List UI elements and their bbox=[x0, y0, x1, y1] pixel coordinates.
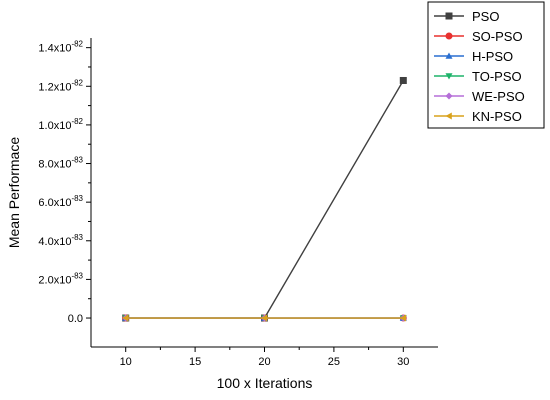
data-point-marker bbox=[445, 32, 453, 40]
legend-label: WE-PSO bbox=[472, 89, 525, 104]
y-axis-ticks: 0.0 2.0x10-83 4.0x10-83 6.0x10-83 8.0x10-83 1… bbox=[38, 40, 91, 325]
legend-label: TO-PSO bbox=[472, 69, 522, 84]
y-tick-label: 8.0x10-83 bbox=[38, 156, 83, 171]
x-tick-label: 20 bbox=[258, 356, 270, 368]
legend-item: SO-PSO bbox=[434, 29, 523, 44]
y-tick-label: 2.0x10-83 bbox=[38, 271, 83, 286]
legend-item: H-PSO bbox=[434, 49, 513, 64]
x-tick-label: 25 bbox=[328, 356, 340, 368]
legend-item: WE-PSO bbox=[434, 89, 525, 104]
legend-item: KN-PSO bbox=[434, 109, 522, 124]
x-tick-label: 15 bbox=[189, 356, 201, 368]
x-axis-title: 100 x Iterations bbox=[217, 375, 313, 391]
series-pso bbox=[122, 76, 407, 322]
y-tick-label: 0.0 bbox=[68, 313, 83, 325]
series-layer bbox=[122, 76, 407, 322]
legend: PSO SO-PSO H-PSO TO-PSO WE-PSO KN-PSO bbox=[427, 1, 545, 129]
y-tick-label: 4.0x10-83 bbox=[38, 233, 83, 248]
series-line bbox=[125, 80, 404, 319]
legend-box bbox=[427, 1, 545, 129]
x-tick-label: 10 bbox=[120, 356, 132, 368]
y-tick-label: 1.2x10-82 bbox=[38, 78, 83, 93]
data-point-marker bbox=[122, 314, 129, 322]
legend-label: KN-PSO bbox=[472, 109, 522, 124]
data-point-marker bbox=[445, 73, 453, 80]
y-tick-label: 6.0x10-83 bbox=[38, 194, 83, 209]
legend-item: PSO bbox=[434, 9, 499, 24]
data-point-marker bbox=[445, 112, 452, 120]
legend-label: H-PSO bbox=[472, 49, 513, 64]
data-point-marker bbox=[399, 314, 407, 322]
x-tick-label: 30 bbox=[397, 356, 409, 368]
legend-label: SO-PSO bbox=[472, 29, 523, 44]
data-point-marker bbox=[399, 76, 407, 84]
x-axis-ticks: 10 15 20 25 30 bbox=[120, 347, 409, 368]
series-kn-pso bbox=[122, 314, 407, 322]
data-point-marker bbox=[445, 52, 453, 59]
y-axis-title: Mean Performace bbox=[6, 137, 22, 248]
y-tick-label: 1.0x10-82 bbox=[38, 117, 83, 132]
data-point-marker bbox=[445, 92, 453, 100]
data-point-marker bbox=[261, 314, 268, 322]
axes bbox=[90, 38, 438, 348]
legend-label: PSO bbox=[472, 9, 499, 24]
y-tick-label: 1.4x10-82 bbox=[38, 40, 83, 55]
legend-item: TO-PSO bbox=[434, 69, 522, 84]
data-point-marker bbox=[445, 12, 453, 20]
